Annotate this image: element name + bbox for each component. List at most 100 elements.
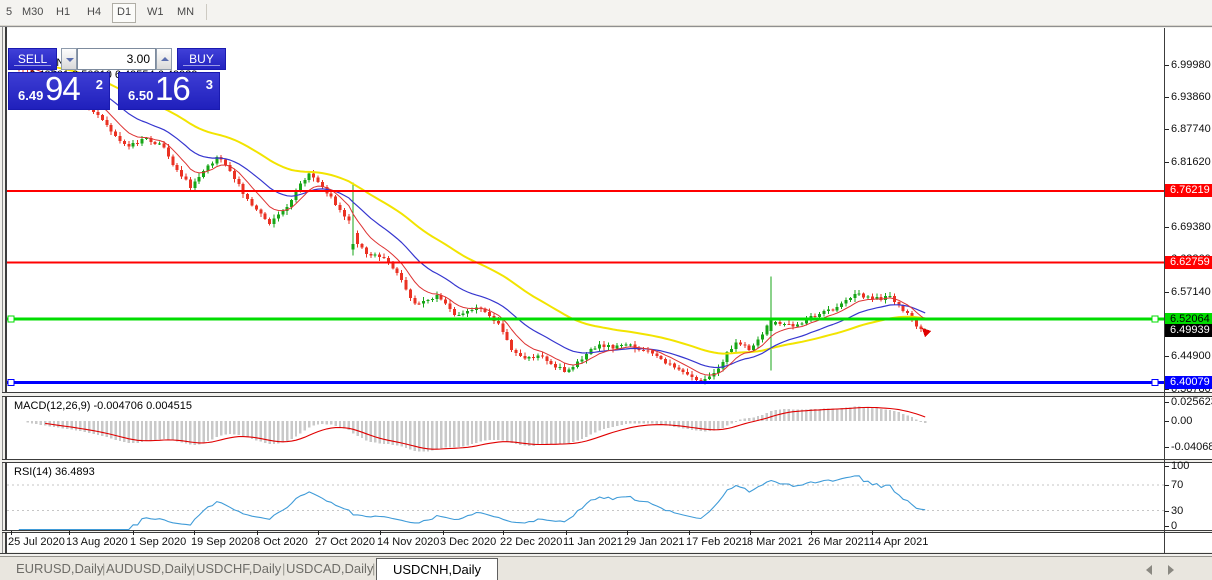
splitter-main-macd[interactable] bbox=[2, 392, 1212, 393]
timeframe-button-d1[interactable]: D1 bbox=[112, 3, 137, 23]
axis-separator bbox=[1164, 28, 1165, 553]
chart-tab-audusd-daily[interactable]: AUDUSD,Daily bbox=[106, 561, 194, 576]
date-label: 27 Oct 2020 bbox=[315, 536, 375, 548]
tabs-scroll-right-button[interactable] bbox=[1168, 565, 1174, 575]
sell-price-big: 94 bbox=[45, 70, 81, 107]
price-tick-label: 6.93860 bbox=[1171, 90, 1211, 103]
tab-separator: | bbox=[282, 561, 286, 576]
price-tick-mark bbox=[1165, 356, 1169, 358]
timeframe-button-h4[interactable]: H4 bbox=[87, 6, 102, 18]
date-label: 11 Jan 2021 bbox=[563, 536, 623, 548]
date-label: 14 Apr 2021 bbox=[869, 536, 929, 548]
chart-tab-usdchf-daily[interactable]: USDCHF,Daily bbox=[196, 561, 282, 576]
macd-tick-mark bbox=[1165, 421, 1169, 422]
date-tick-mark bbox=[11, 531, 12, 535]
price-tick-mark bbox=[1165, 64, 1169, 66]
date-label: 3 Dec 2020 bbox=[440, 536, 497, 548]
date-label: 13 Aug 2020 bbox=[66, 536, 128, 548]
date-tick-mark bbox=[750, 531, 751, 535]
window-border-bottom bbox=[0, 553, 1212, 554]
date-label: 1 Sep 2020 bbox=[130, 536, 187, 548]
timeframe-button-w1[interactable]: W1 bbox=[147, 6, 164, 18]
hline-price-label: 6.52064 bbox=[1165, 312, 1212, 326]
volume-decrease-button[interactable] bbox=[61, 48, 77, 70]
price-tick-label: 6.87740 bbox=[1171, 123, 1211, 136]
hline-price-label: 6.62759 bbox=[1165, 255, 1212, 269]
rsi-tick-mark bbox=[1165, 511, 1169, 512]
window-border-top bbox=[0, 26, 1212, 27]
volume-increase-button[interactable] bbox=[156, 48, 172, 70]
one-click-trading-panel: SELL BUY 6.49 94 2 6.50 16 3 bbox=[8, 48, 226, 110]
price-tick-mark bbox=[1165, 129, 1169, 131]
date-tick-mark bbox=[133, 531, 134, 535]
hline-price-label: 6.40079 bbox=[1165, 376, 1212, 389]
chart-tab-eurusd-daily[interactable]: EURUSD,Daily bbox=[16, 561, 104, 576]
price-tick-label: 6.44900 bbox=[1171, 350, 1211, 363]
price-tick-mark bbox=[1165, 96, 1169, 98]
rsi-tick-label: 30 bbox=[1171, 505, 1184, 517]
timeframe-button-5[interactable]: 5 bbox=[6, 6, 13, 18]
rsi-tick-mark bbox=[1165, 466, 1169, 467]
sell-button[interactable]: SELL bbox=[8, 48, 57, 70]
tabs-scroll-left-button[interactable] bbox=[1146, 565, 1152, 575]
date-tick-mark bbox=[503, 531, 504, 535]
macd-tick-label: 0.025623 bbox=[1171, 396, 1212, 408]
time-axis[interactable] bbox=[7, 533, 1164, 552]
timeframe-toolbar: 5 M30 H1 H4 D1 W1 MN bbox=[0, 0, 1212, 26]
price-tick-mark bbox=[1165, 388, 1169, 390]
price-tick-mark bbox=[1165, 291, 1169, 293]
chevron-down-icon bbox=[66, 58, 74, 62]
price-tick-mark bbox=[1165, 226, 1169, 228]
timeframe-button-mn[interactable]: MN bbox=[177, 6, 195, 18]
chart-tabs-bar: EURUSD,Daily | AUDUSD,Daily | USDCHF,Daily | U… bbox=[0, 556, 1212, 580]
date-label: 29 Jan 2021 bbox=[624, 536, 685, 548]
chart-tab-usdcnh-daily[interactable]: USDCNH,Daily bbox=[376, 558, 498, 580]
sell-price-base: 6.49 bbox=[18, 88, 44, 103]
toolbar-separator bbox=[206, 4, 207, 20]
sell-price-button[interactable]: 6.49 94 2 bbox=[8, 70, 110, 110]
date-tick-mark bbox=[69, 531, 70, 535]
rsi-tick-mark bbox=[1165, 526, 1169, 527]
tab-separator: | bbox=[192, 561, 196, 576]
rsi-tick-label: 100 bbox=[1171, 460, 1190, 472]
price-tick-label: 6.81620 bbox=[1171, 155, 1211, 168]
macd-tick-mark bbox=[1165, 402, 1169, 403]
rsi-panel-background bbox=[7, 463, 1164, 530]
date-tick-mark bbox=[194, 531, 195, 535]
volume-input[interactable] bbox=[77, 48, 156, 70]
buy-price-base: 6.50 bbox=[128, 88, 154, 103]
date-tick-mark bbox=[443, 531, 444, 535]
rsi-tick-label: 0 bbox=[1171, 520, 1178, 532]
chart-tab-usdcad-daily[interactable]: USDCAD,Daily bbox=[286, 561, 374, 576]
window-border-left-outer bbox=[2, 26, 3, 554]
price-axis[interactable] bbox=[1165, 28, 1212, 552]
macd-tick-label: 0.00 bbox=[1171, 415, 1193, 427]
rsi-tick-mark bbox=[1165, 485, 1169, 486]
price-tick-mark bbox=[1165, 161, 1169, 163]
date-label: 26 Mar 2021 bbox=[808, 536, 870, 548]
timeframe-button-h1[interactable]: H1 bbox=[56, 6, 71, 18]
rsi-label: RSI(14) 36.4893 bbox=[14, 466, 95, 478]
current-price-label: 6.49939 bbox=[1165, 323, 1212, 337]
buy-price-big: 16 bbox=[155, 70, 191, 107]
timeframe-button-m30[interactable]: M30 bbox=[22, 6, 44, 18]
date-tick-mark bbox=[811, 531, 812, 535]
buy-button[interactable]: BUY bbox=[177, 48, 226, 70]
price-tick-label: 6.69380 bbox=[1171, 220, 1211, 233]
date-label: 17 Feb 2021 bbox=[686, 536, 748, 548]
tab-separator: | bbox=[102, 561, 106, 576]
buy-price-button[interactable]: 6.50 16 3 bbox=[118, 70, 220, 110]
date-label: 8 Oct 2020 bbox=[254, 536, 308, 548]
date-tick-mark bbox=[872, 531, 873, 535]
date-tick-mark bbox=[627, 531, 628, 535]
macd-canvas bbox=[26, 406, 927, 452]
buy-price-sup: 3 bbox=[205, 77, 213, 92]
date-tick-mark bbox=[566, 531, 567, 535]
date-label: 8 Mar 2021 bbox=[747, 536, 803, 548]
date-tick-mark bbox=[380, 531, 381, 535]
splitter-macd-rsi[interactable] bbox=[2, 459, 1212, 460]
date-tick-mark bbox=[689, 531, 690, 535]
chevron-up-icon bbox=[161, 57, 169, 61]
date-tick-mark bbox=[318, 531, 319, 535]
